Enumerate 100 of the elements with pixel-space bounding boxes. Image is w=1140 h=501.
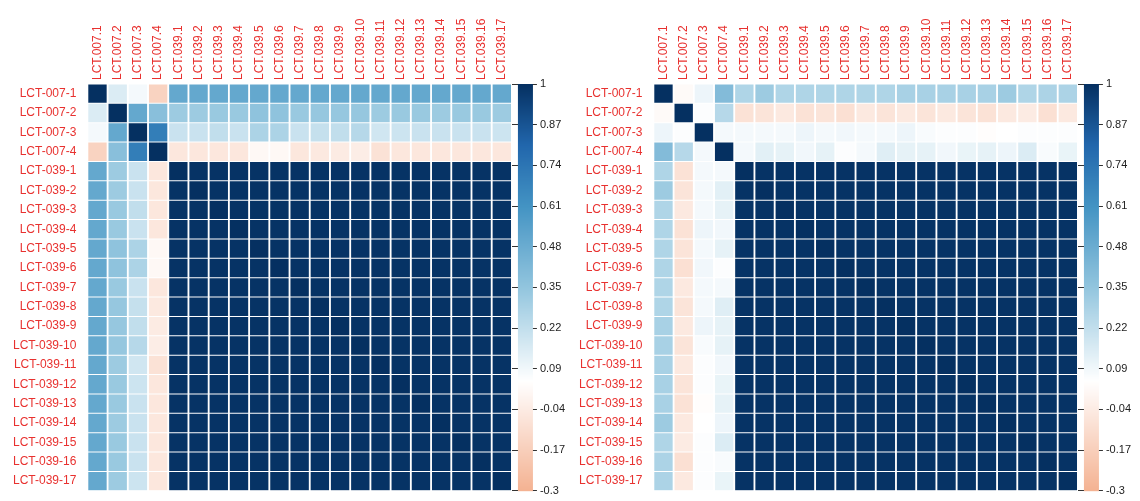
color-bar-label: -0.04 [539, 402, 566, 415]
x-tick-label: LCT.039.1 [736, 24, 751, 80]
color-bar-label: 0.35 [1105, 280, 1128, 293]
y-tick-label: LCT-039-5 [19, 240, 77, 255]
x-tick-label: LCT.039.5 [817, 24, 832, 80]
x-tick-label: LCT.039.9 [332, 24, 347, 80]
x-tick-label: LCT.039.6 [271, 24, 286, 80]
x-tick-label: LCT.039.12 [959, 18, 974, 80]
y-tick-label: LCT-039-9 [585, 318, 643, 333]
y-tick-label: LCT-039-10 [12, 337, 77, 352]
y-tick-label: LCT-039-3 [19, 202, 77, 217]
y-tick-label: LCT-007-1 [585, 86, 643, 100]
x-tick-label: LCT.039.1 [170, 24, 185, 80]
y-tick-label: LCT-039-14 [12, 415, 77, 430]
y-tick-label: LCT-039-6 [585, 260, 643, 275]
x-tick-label: LCT.007.1 [655, 24, 670, 80]
y-tick-label: LCT-039-2 [585, 182, 643, 197]
y-tick-label: LCT-039-16 [578, 454, 643, 469]
color-bar-label: 0.87 [1105, 117, 1128, 130]
y-tick-label: LCT-039-7 [19, 279, 77, 294]
x-tick-label: LCT.039.3 [777, 24, 792, 80]
x-tick-label: LCT.039.2 [756, 24, 771, 80]
y-tick-label: LCT-039-13 [578, 395, 643, 410]
y-tick-label: LCT-039-7 [585, 279, 643, 294]
color-bar-label: 0.35 [539, 280, 562, 293]
x-tick-label: LCT.039.10 [918, 18, 933, 80]
x-tick-label: LCT.039.2 [190, 24, 205, 80]
color-bar-label: 0.48 [539, 239, 562, 252]
x-tick-label: LCT.039.3 [211, 24, 226, 80]
y-tick-label: LCT-007-3 [585, 124, 643, 139]
color-bar-label: 0.48 [1105, 239, 1128, 252]
y-tick-label: LCT-039-11 [13, 357, 77, 372]
y-tick-label: LCT-039-15 [578, 434, 643, 449]
x-tick-label: LCT.039.5 [251, 24, 266, 80]
x-tick-label: LCT.039.16 [473, 18, 488, 80]
color-bar-label: 0.74 [1105, 158, 1128, 171]
x-tick-label: LCT.039.7 [291, 24, 306, 80]
y-tick-label: LCT-039-13 [12, 395, 77, 410]
y-tick-label: LCT-039-1 [19, 163, 77, 178]
x-tick-label: LCT.039.11 [372, 19, 387, 80]
x-tick-label: LCT.039.8 [312, 24, 327, 80]
x-tick-label: LCT.039.12 [393, 18, 408, 80]
x-tick-label: LCT.039.15 [453, 18, 468, 80]
y-tick-label: LCT-039-15 [12, 434, 77, 449]
color-bar-label: -0.04 [1105, 402, 1132, 415]
x-tick-label: LCT.039.6 [837, 24, 852, 80]
y-tick-label: LCT-007-4 [585, 144, 643, 159]
y-tick-label: LCT-039-16 [12, 454, 77, 469]
x-tick-label: LCT.039.7 [857, 24, 872, 80]
x-tick-label: LCT.039.4 [231, 24, 246, 80]
color-bar-label: 0.09 [539, 361, 562, 374]
y-tick-label: LCT-039-6 [19, 260, 77, 275]
y-tick-label: LCT-039-14 [578, 415, 643, 430]
x-tick-label: LCT.039.16 [1039, 18, 1054, 80]
y-tick-label: LCT-007-3 [19, 124, 77, 139]
y-tick-label: LCT-039-3 [585, 202, 643, 217]
color-bar-label: 0.61 [539, 199, 562, 212]
color-bar-label: -0.3 [539, 483, 559, 496]
x-tick-label: LCT.039.17 [494, 18, 509, 80]
color-bar-label: -0.17 [539, 443, 566, 456]
x-tick-label: LCT.039.13 [413, 18, 428, 80]
y-tick-label: LCT-039-17 [12, 473, 77, 488]
color-bar-label: 1 [1105, 77, 1113, 90]
x-tick-label: LCT.007.2 [676, 24, 691, 80]
color-bar-label: 1 [539, 77, 547, 90]
x-tick-label: LCT.007.3 [696, 24, 711, 80]
color-bar-label: 0.61 [1105, 199, 1128, 212]
x-tick-label: LCT.039.9 [898, 24, 913, 80]
x-tick-label: LCT.007.1 [89, 24, 104, 80]
x-tick-label: LCT.039.11 [938, 19, 953, 80]
y-tick-label: LCT-007-1 [19, 86, 77, 100]
x-tick-label: LCT.039.17 [1060, 18, 1075, 80]
color-bar-label: 0.74 [539, 158, 562, 171]
color-bar-label: 0.22 [1105, 321, 1128, 334]
x-tick-label: LCT.039.8 [878, 24, 893, 80]
x-tick-label: LCT.039.13 [979, 18, 994, 80]
y-tick-label: LCT-039-17 [578, 473, 643, 488]
color-bar-label: 0.87 [539, 117, 562, 130]
y-tick-label: LCT-039-2 [19, 182, 77, 197]
x-tick-label: LCT.039.14 [999, 18, 1014, 80]
y-tick-label: LCT-039-10 [578, 337, 643, 352]
x-tick-label: LCT.039.4 [797, 24, 812, 80]
y-tick-label: LCT-039-1 [585, 163, 643, 178]
y-tick-label: LCT-039-12 [12, 376, 77, 391]
y-tick-label: LCT-007-2 [19, 105, 77, 120]
y-tick-label: LCT-039-8 [585, 299, 643, 314]
x-tick-label: LCT.039.15 [1019, 18, 1034, 80]
y-tick-label: LCT-039-9 [19, 318, 77, 333]
y-tick-label: LCT-039-4 [19, 221, 77, 236]
x-tick-label: LCT.039.10 [352, 18, 367, 80]
x-tick-label: LCT.007.4 [150, 24, 165, 80]
y-tick-label: LCT-039-8 [19, 299, 77, 314]
y-tick-label: LCT-039-11 [579, 357, 643, 372]
y-tick-label: LCT-007-4 [19, 144, 77, 159]
color-bar-label: 0.09 [1105, 361, 1128, 374]
x-tick-label: LCT.007.4 [716, 24, 731, 80]
y-tick-label: LCT-007-2 [585, 105, 643, 120]
color-bar-label: -0.17 [1105, 443, 1132, 456]
color-bar-label: 0.22 [539, 321, 562, 334]
y-tick-label: LCT-039-5 [585, 240, 643, 255]
